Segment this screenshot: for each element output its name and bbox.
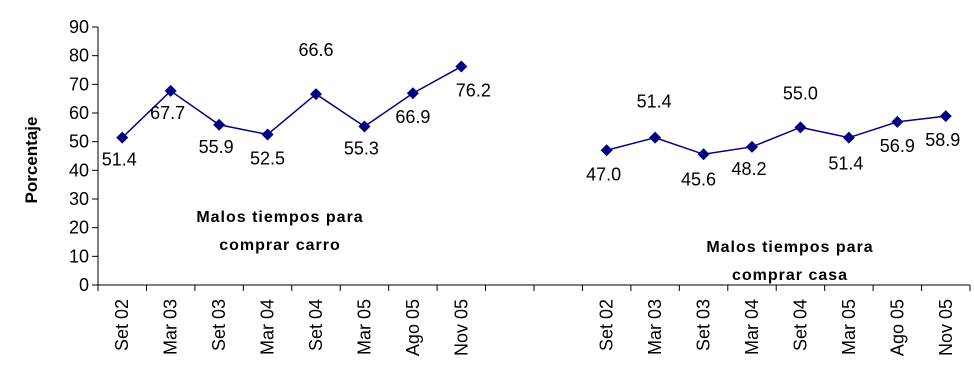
data-point-marker: [794, 121, 807, 134]
data-point-marker: [842, 131, 855, 144]
data-label: 66.9: [395, 107, 430, 127]
data-point-marker: [310, 88, 322, 101]
data-label: 45.6: [681, 169, 716, 189]
x-tick-label: Nov 05: [936, 299, 956, 356]
x-tick-label: Set 04: [790, 299, 810, 351]
x-tick-label: Ago 05: [887, 299, 907, 356]
x-tick-label: Set 02: [597, 299, 617, 351]
y-tick-label: 80: [69, 46, 89, 66]
data-label: 67.7: [150, 103, 185, 123]
data-point-marker: [746, 140, 758, 153]
data-point-marker: [649, 131, 662, 144]
data-point-marker: [600, 144, 613, 157]
data-point-marker: [406, 87, 419, 100]
data-label: 55.9: [199, 137, 234, 157]
y-tick-label: 10: [69, 246, 89, 266]
x-tick-label: Mar 04: [742, 299, 762, 355]
data-label: 47.0: [586, 164, 621, 184]
data-point-marker: [213, 118, 226, 131]
x-tick-label: Mar 05: [839, 299, 859, 355]
x-tick-label: Set 03: [209, 299, 229, 351]
series-annotation: comprar carro: [219, 237, 341, 254]
series-line: [606, 115, 946, 156]
axes: [92, 26, 971, 291]
series-group: 51.4 67.7 55.9 52.5 66.6 55.3 66.9 76.2 47.0 51.4…: [102, 40, 961, 189]
data-point-marker: [697, 148, 710, 161]
data-label: 58.9: [925, 130, 960, 150]
x-tick-label: Nov 05: [451, 299, 471, 356]
data-label: 56.9: [880, 136, 915, 156]
annotations: Malos tiempos para comprar carro Malos tie…: [196, 209, 873, 284]
y-tick-label: 30: [69, 189, 89, 209]
x-tick-label: Mar 03: [161, 299, 181, 355]
data-label: 51.4: [102, 150, 137, 170]
y-tick-label: 60: [69, 103, 89, 123]
series-line: [121, 65, 462, 139]
data-point-marker: [939, 110, 952, 123]
y-tick-label: 90: [69, 17, 89, 37]
data-point-marker: [116, 131, 129, 144]
y-tick-label: 20: [69, 218, 89, 238]
series-annotation: comprar casa: [732, 267, 848, 284]
x-tick-label: Set 04: [306, 299, 326, 351]
x-tick-label: Mar 04: [258, 299, 278, 355]
x-tick-label: Set 03: [694, 299, 714, 351]
data-label: 55.0: [783, 83, 818, 103]
data-point-marker: [358, 120, 371, 133]
y-tick-label: 50: [69, 132, 89, 152]
y-tick-label: 0: [79, 275, 89, 295]
x-tick-label: Set 02: [112, 299, 132, 351]
data-label: 48.2: [731, 159, 766, 179]
data-point-marker: [261, 128, 274, 141]
series-annotation: Malos tiempos para: [196, 209, 363, 226]
data-label: 55.3: [344, 138, 379, 158]
data-label: 51.4: [828, 154, 863, 174]
x-tick-label: Mar 03: [645, 299, 665, 355]
data-point-marker: [164, 84, 177, 97]
data-point-marker: [891, 115, 904, 128]
y-tick-label: 40: [69, 160, 89, 180]
y-axis-label: Porcentaje: [22, 117, 41, 204]
data-point-marker: [455, 60, 468, 73]
series-annotation: Malos tiempos para: [706, 239, 873, 256]
data-label: 76.2: [456, 81, 491, 101]
y-tick-label: 70: [69, 74, 89, 94]
data-label: 52.5: [250, 149, 285, 169]
x-tick-label: Mar 05: [354, 299, 374, 355]
x-tick-label: Ago 05: [403, 299, 423, 356]
data-label: 51.4: [637, 92, 672, 112]
data-label: 66.6: [298, 40, 333, 60]
tick-labels: 0 10 20 30 40 50 60 70 80 90 Set 02 Mar 03 Set 03 Mar…: [69, 17, 956, 356]
